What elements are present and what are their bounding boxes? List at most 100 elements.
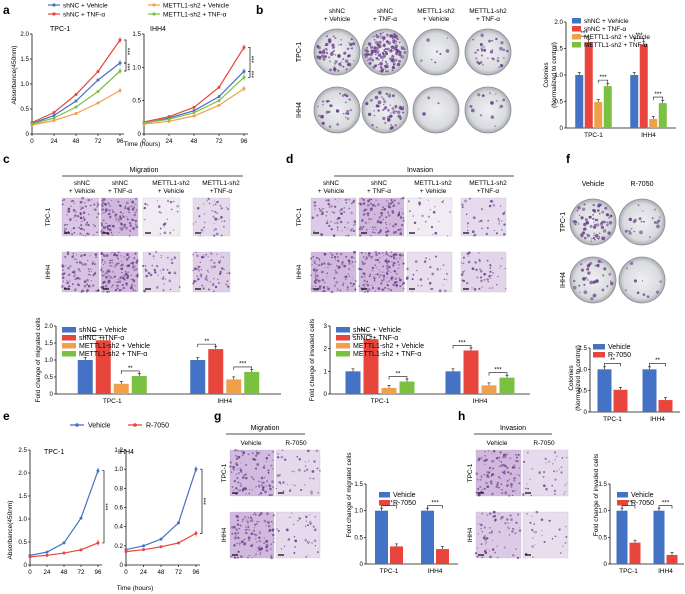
cell — [231, 526, 234, 529]
cell — [255, 450, 258, 452]
colony — [376, 126, 378, 129]
colony — [387, 41, 392, 45]
cell — [327, 262, 330, 266]
colony — [336, 123, 340, 126]
cell — [222, 225, 225, 228]
cell — [442, 264, 445, 267]
row-label-tpc1: TPC-1 — [221, 463, 228, 482]
colony — [469, 104, 473, 108]
cell — [314, 545, 317, 547]
cell — [344, 199, 346, 201]
cell — [517, 460, 520, 463]
cell — [402, 196, 405, 200]
panel-d-images: Invasion shNC + Vehicle shNC + TNF-α MET… — [296, 167, 514, 294]
category-label: IHH4 — [641, 132, 656, 139]
cell — [346, 286, 349, 289]
cell — [343, 207, 345, 209]
cell — [311, 288, 313, 290]
cell — [94, 225, 96, 227]
cell — [291, 470, 293, 472]
y-tick-label: 0.5 — [578, 388, 587, 395]
colony — [392, 64, 395, 66]
colony — [384, 60, 388, 63]
cell — [66, 251, 70, 254]
cell — [514, 478, 516, 480]
cell — [76, 258, 78, 261]
cell — [353, 224, 355, 226]
significance-stars: *** — [625, 499, 633, 506]
row-label-ihh4: IHH4 — [45, 264, 52, 279]
colony — [576, 209, 579, 212]
colony — [637, 204, 640, 207]
col-head-line1: shNC — [371, 180, 388, 187]
cell — [230, 555, 233, 558]
cell — [272, 468, 274, 470]
cell — [195, 251, 197, 254]
colony — [602, 220, 606, 224]
colony — [380, 55, 384, 59]
cell — [262, 481, 265, 484]
cell — [202, 287, 205, 290]
cell — [101, 208, 105, 211]
cell — [531, 515, 533, 517]
category-label: TPC-1 — [603, 416, 622, 423]
colony — [497, 57, 499, 59]
cell — [321, 211, 324, 214]
cell — [235, 514, 239, 518]
cell — [88, 273, 90, 276]
cell — [355, 280, 357, 282]
significance-bracket — [649, 363, 666, 367]
cell — [345, 234, 347, 237]
colony — [328, 56, 331, 59]
cell — [478, 252, 480, 254]
legend-swatch — [336, 351, 350, 357]
cell — [518, 527, 520, 529]
cell — [565, 482, 568, 485]
significance-stars: *** — [251, 70, 258, 78]
colony — [479, 43, 484, 47]
cell — [314, 267, 316, 269]
cell — [236, 542, 239, 545]
cell — [71, 283, 74, 286]
cell — [87, 268, 90, 271]
cell — [62, 280, 64, 283]
colony — [326, 35, 328, 38]
cell — [362, 225, 365, 228]
cell — [317, 491, 319, 494]
transwell-image — [406, 251, 453, 293]
colony — [387, 109, 390, 112]
cell — [111, 259, 114, 262]
cell — [388, 205, 391, 209]
cell — [265, 545, 269, 548]
cell — [371, 266, 375, 270]
stain-tint — [476, 512, 521, 558]
cell — [120, 267, 124, 271]
colony — [589, 224, 593, 228]
cell — [364, 221, 367, 225]
invasion-title: Invasion — [407, 167, 433, 174]
cell — [271, 520, 273, 523]
cell — [540, 518, 544, 522]
cell — [495, 232, 498, 235]
cell — [243, 486, 246, 489]
cell — [509, 472, 512, 475]
cell — [467, 260, 471, 264]
cell — [233, 489, 235, 491]
cell — [516, 456, 518, 459]
cell — [143, 289, 146, 293]
cell — [250, 532, 254, 536]
cell — [466, 229, 469, 232]
cell — [121, 264, 123, 266]
cell — [313, 460, 316, 463]
cell — [144, 202, 147, 206]
cell — [505, 518, 509, 521]
cell — [370, 235, 372, 237]
cell — [235, 528, 237, 531]
cell — [207, 288, 210, 291]
cell — [95, 256, 97, 258]
cell — [72, 209, 76, 212]
cell — [313, 230, 315, 232]
panel-label-g: g — [214, 409, 221, 423]
bar — [190, 360, 206, 394]
cell — [330, 263, 332, 266]
